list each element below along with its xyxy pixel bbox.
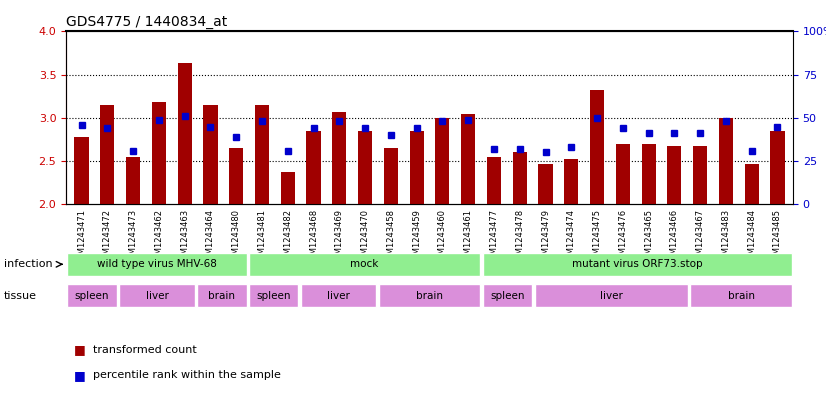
Text: liver: liver — [327, 291, 350, 301]
Bar — [152, 102, 166, 204]
Bar — [513, 152, 527, 204]
FancyBboxPatch shape — [301, 284, 377, 307]
Bar — [203, 105, 217, 204]
Bar — [410, 131, 424, 204]
Bar — [564, 158, 578, 204]
FancyBboxPatch shape — [249, 253, 480, 276]
FancyBboxPatch shape — [119, 284, 195, 307]
Bar — [642, 144, 656, 204]
Bar — [358, 131, 373, 204]
Bar — [126, 157, 140, 204]
Text: liver: liver — [145, 291, 169, 301]
Bar — [667, 145, 681, 204]
Text: ■: ■ — [74, 369, 86, 382]
Bar — [178, 63, 192, 204]
FancyBboxPatch shape — [68, 284, 116, 307]
Bar — [229, 148, 244, 204]
Text: mutant virus ORF73.stop: mutant virus ORF73.stop — [572, 259, 702, 269]
Text: spleen: spleen — [490, 291, 525, 301]
Text: transformed count: transformed count — [93, 345, 197, 355]
Bar — [384, 148, 398, 204]
Text: tissue: tissue — [4, 290, 37, 301]
Text: brain: brain — [208, 291, 235, 301]
Bar — [487, 157, 501, 204]
Text: liver: liver — [600, 291, 623, 301]
Bar — [281, 173, 295, 204]
FancyBboxPatch shape — [379, 284, 480, 307]
FancyBboxPatch shape — [691, 284, 791, 307]
Bar — [435, 118, 449, 204]
Text: wild type virus MHV-68: wild type virus MHV-68 — [97, 259, 217, 269]
Text: spleen: spleen — [257, 291, 291, 301]
Text: brain: brain — [416, 291, 443, 301]
FancyBboxPatch shape — [482, 253, 791, 276]
Bar — [719, 118, 733, 204]
Text: ■: ■ — [74, 343, 86, 356]
Bar — [100, 105, 115, 204]
Bar — [306, 131, 320, 204]
FancyBboxPatch shape — [197, 284, 246, 307]
FancyBboxPatch shape — [68, 253, 246, 276]
Text: percentile rank within the sample: percentile rank within the sample — [93, 370, 280, 380]
Text: brain: brain — [728, 291, 754, 301]
Bar — [255, 105, 269, 204]
FancyBboxPatch shape — [482, 284, 532, 307]
Bar — [332, 112, 346, 204]
Bar — [693, 145, 707, 204]
Bar — [539, 164, 553, 204]
Bar — [590, 90, 604, 204]
Bar — [771, 131, 785, 204]
Text: infection: infection — [4, 259, 53, 269]
Text: GDS4775 / 1440834_at: GDS4775 / 1440834_at — [66, 15, 227, 29]
FancyBboxPatch shape — [534, 284, 688, 307]
FancyBboxPatch shape — [249, 284, 298, 307]
Bar — [74, 137, 88, 204]
Bar — [744, 164, 759, 204]
Text: mock: mock — [350, 259, 379, 269]
Bar — [615, 144, 630, 204]
Bar — [461, 114, 475, 204]
Text: spleen: spleen — [75, 291, 109, 301]
